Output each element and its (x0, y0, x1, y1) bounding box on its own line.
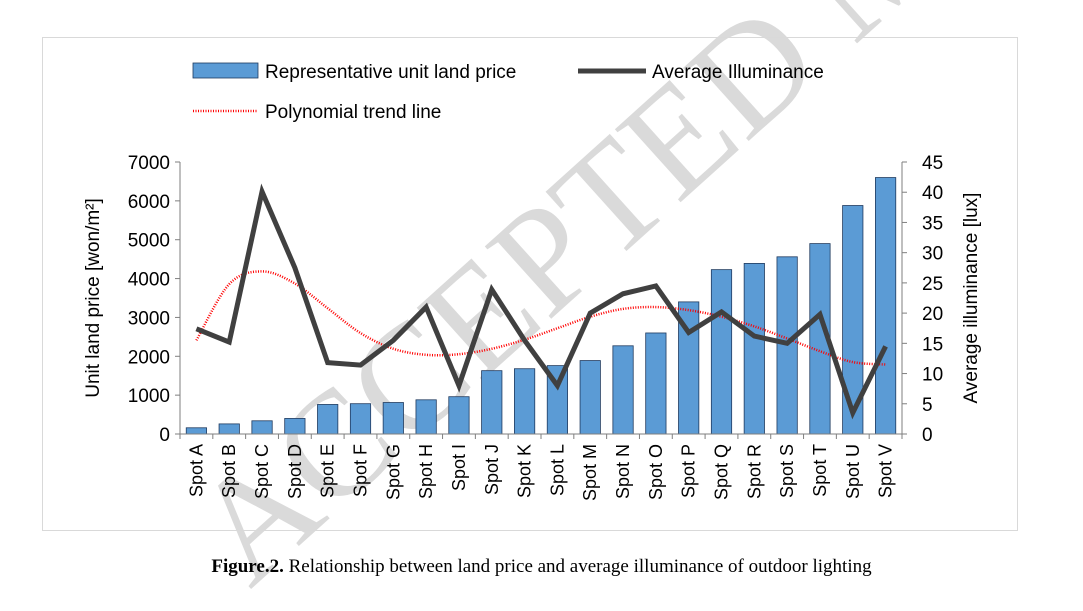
x-tick-label: Spot C (252, 444, 272, 499)
bar (382, 402, 404, 435)
x-tick-label: Spot E (318, 444, 338, 498)
bar (415, 399, 437, 435)
bar (514, 368, 536, 435)
x-tick-label: Spot N (613, 444, 633, 499)
bar (645, 332, 667, 435)
bar (448, 396, 470, 435)
y-tick-label: 1000 (128, 386, 170, 407)
x-tick-label: Spot R (744, 444, 764, 499)
x-tick-label: Spot T (810, 444, 830, 497)
y2-tick-label: 40 (922, 183, 943, 204)
bar (743, 263, 765, 435)
x-tick-label: Spot J (482, 444, 502, 495)
y-tick-label: 7000 (128, 153, 170, 174)
x-tick-label: Spot V (876, 444, 896, 498)
legend-bar-swatch (192, 62, 259, 79)
bar (317, 404, 339, 435)
bar (218, 423, 240, 435)
x-tick-label: Spot F (351, 444, 371, 497)
trend-line (195, 270, 886, 366)
x-tick-label: Spot M (580, 444, 600, 501)
y2-tick-label: 30 (922, 244, 943, 265)
bar (349, 403, 372, 435)
y2-tick-label: 25 (922, 274, 943, 295)
y-tick-label: 3000 (128, 308, 170, 329)
x-tick-label: Spot H (416, 444, 436, 499)
y2-tick-label: 20 (922, 304, 943, 325)
bar (185, 427, 207, 435)
y-tick-label: 0 (159, 425, 170, 446)
x-tick-label: Spot G (383, 444, 403, 500)
y-tick-label: 5000 (128, 231, 170, 252)
x-tick-label: Spot D (285, 444, 305, 499)
y2-tick-label: 35 (922, 213, 943, 234)
legend-trend-label: Polynomial trend line (265, 102, 441, 123)
y2-tick-label: 5 (922, 395, 933, 416)
x-tick-label: Spot Q (712, 444, 732, 500)
y-tick-label: 6000 (128, 192, 170, 213)
figure-frame (42, 37, 1018, 531)
x-tick-label: Spot K (515, 444, 535, 498)
x-tick-label: Spot A (186, 444, 206, 497)
bar (284, 418, 306, 435)
bar (481, 370, 503, 435)
x-tick-label: Spot L (547, 444, 567, 496)
x-tick-label: Spot B (219, 444, 239, 498)
legend-line-label: Average Illuminance (652, 62, 824, 83)
bar (251, 420, 273, 435)
bar (612, 345, 634, 435)
y2-tick-label: 45 (922, 153, 943, 174)
x-tick-label: Spot U (843, 444, 863, 499)
y2-tick-label: 0 (922, 425, 933, 446)
x-tick-label: Spot I (449, 444, 469, 491)
x-tick-label: Spot S (777, 444, 797, 498)
x-tick-label: Spot P (679, 444, 699, 498)
figure-caption: Figure.2. Relationship between land pric… (0, 556, 1083, 578)
y2-tick-label: 10 (922, 365, 943, 386)
y2-tick-label: 15 (922, 334, 943, 355)
legend-bar-label: Representative unit land price (265, 62, 516, 83)
caption-text: Relationship between land price and aver… (283, 556, 872, 577)
bar (710, 269, 733, 435)
y-tick-label: 2000 (128, 347, 170, 368)
y2-axis-title: Average illuminance [lux] (961, 193, 982, 404)
y-tick-label: 4000 (128, 270, 170, 291)
bar (579, 360, 601, 435)
y-axis-title: Unit land price [won/m²] (83, 198, 104, 398)
caption-label: Figure.2. (211, 556, 284, 577)
bar (875, 177, 897, 435)
x-tick-label: Spot O (646, 444, 666, 500)
illuminance-line (195, 183, 888, 420)
